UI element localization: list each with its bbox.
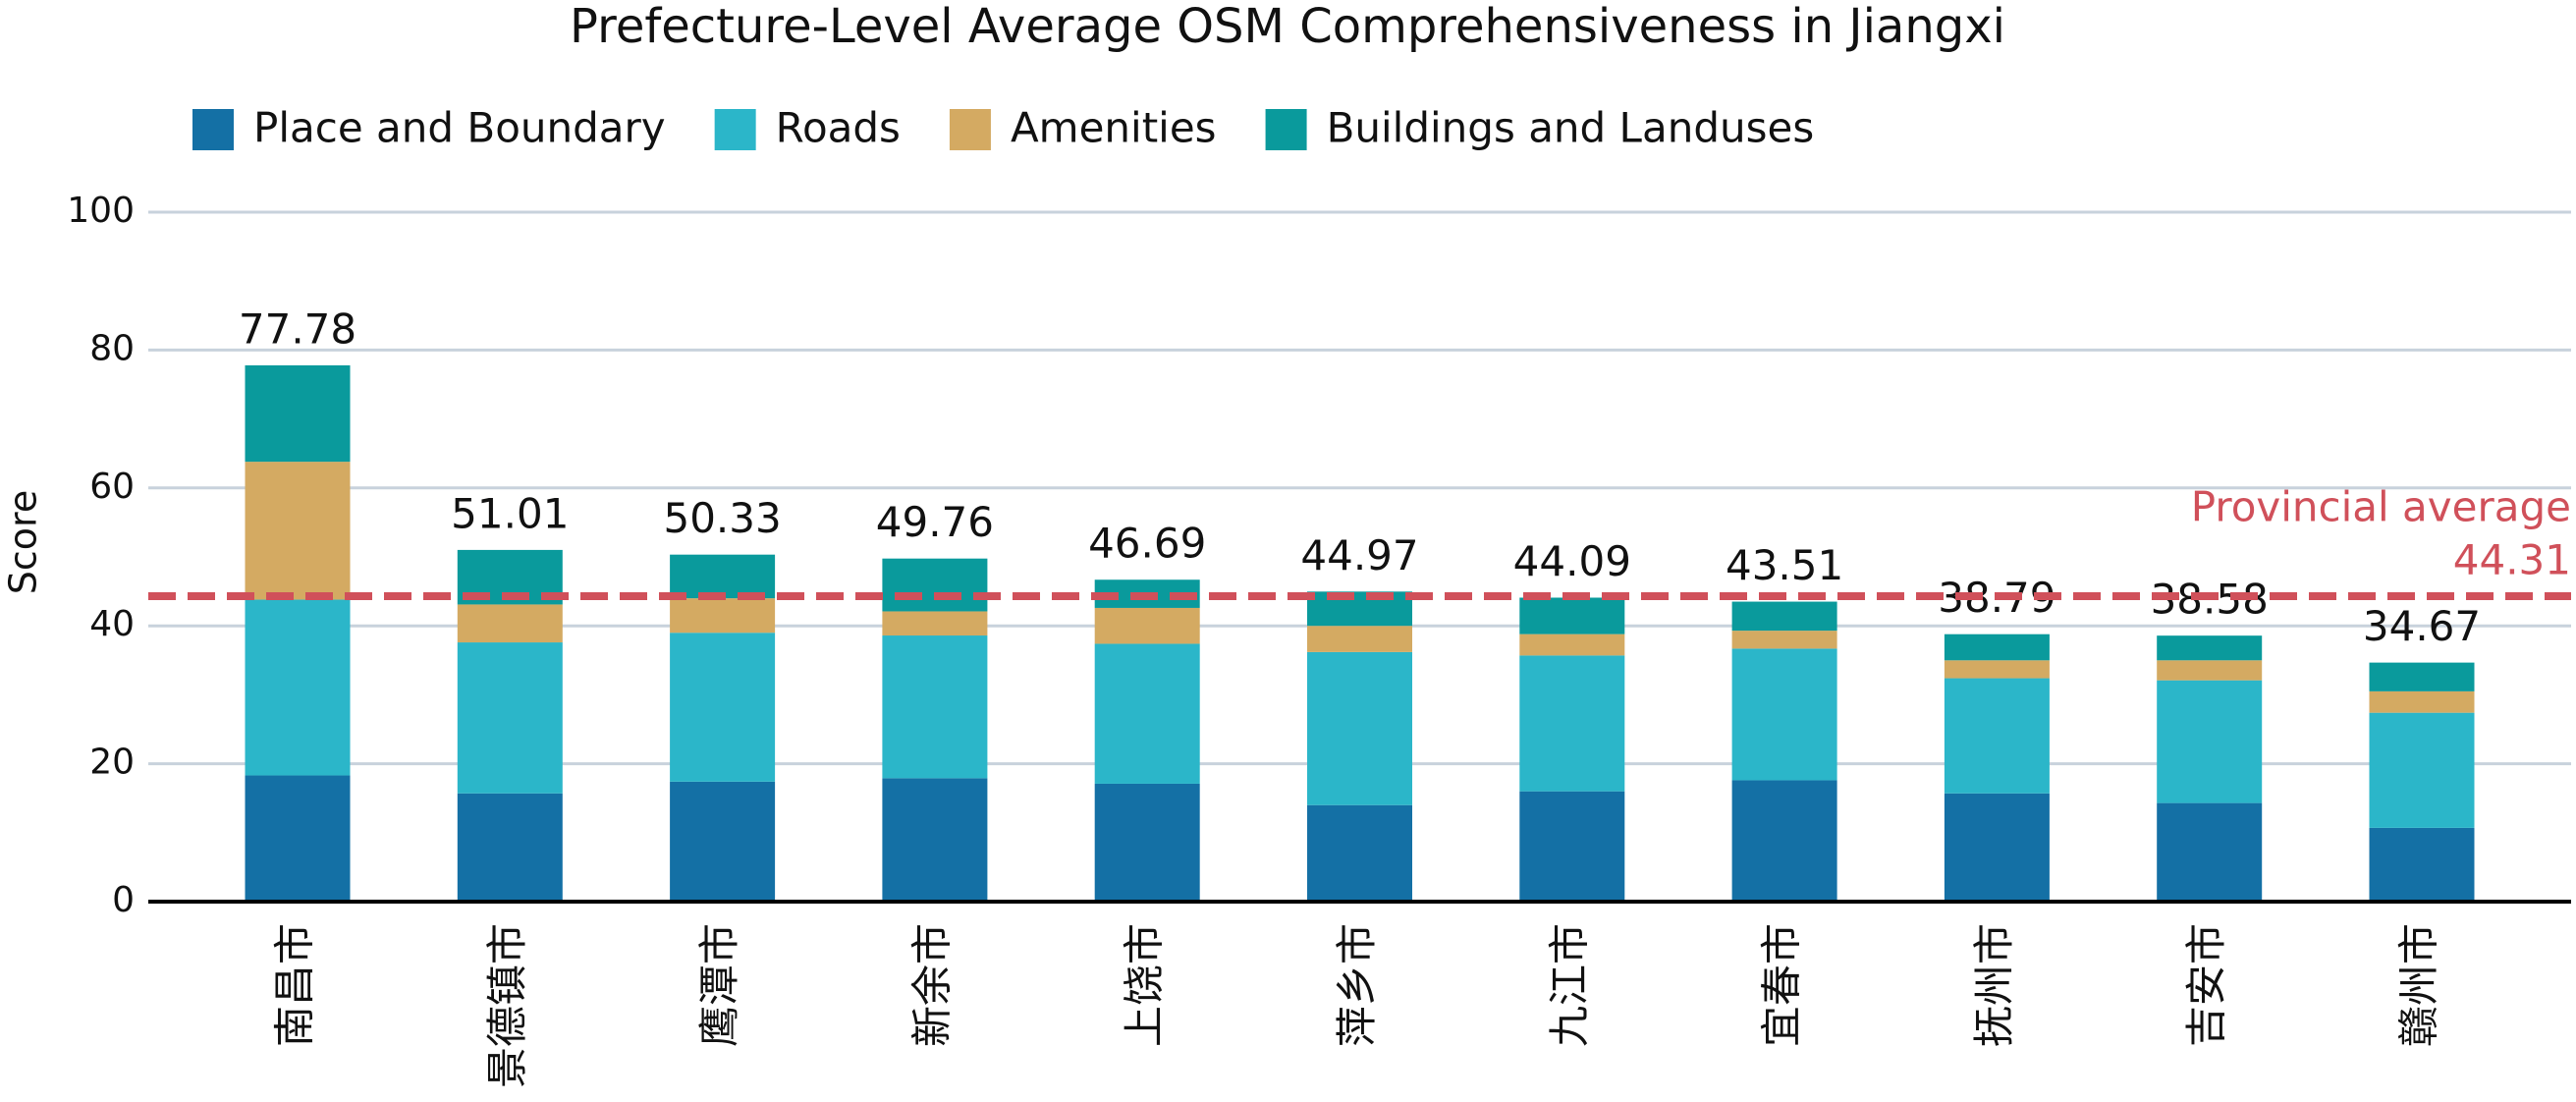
legend-label: Buildings and Landuses [1327,104,1815,152]
bar-segment [2157,660,2263,681]
total-label: 46.69 [1088,520,1206,568]
bar-segment [2157,680,2263,803]
x-tick-label: 萍乡市 [1333,923,1381,1047]
y-tick-label: 40 [89,604,135,644]
bar-segment [245,364,351,463]
bar-segment [1944,793,2050,902]
legend-label: Place and Boundary [253,104,666,152]
x-tick-label: 吉安市 [2182,923,2230,1047]
bar-segment [1944,634,2050,661]
x-tick-label: 鹰潭市 [695,923,743,1047]
bar-segment [1731,780,1837,902]
bar-segment [1519,634,1625,656]
x-tick-label: 新余市 [907,923,956,1047]
total-label: 34.67 [2363,602,2481,650]
x-tick-label: 九江市 [1545,923,1593,1047]
total-label: 77.78 [239,304,356,353]
bar-segment [670,781,776,902]
bar-segment [1519,655,1625,792]
total-label: 49.76 [876,498,994,546]
bar-segment [2369,712,2475,828]
bar-segment [457,793,563,902]
bar-segment [1519,597,1625,634]
y-tick-label: 20 [89,743,135,783]
x-tick-label: 南昌市 [271,923,319,1047]
y-tick-label: 0 [112,880,135,920]
bar-segment [882,558,988,612]
bar-segment [1307,626,1412,652]
bar-segment [1944,660,2050,679]
bar-segment [1307,591,1412,627]
x-tick-label: 抚州市 [1970,923,2018,1047]
bar-segment [1307,651,1412,805]
total-label: 51.01 [451,489,569,537]
legend-swatch [1265,109,1307,150]
reference-label: Provincial average [2191,482,2571,530]
bar-segment [245,462,351,600]
bar-segment [1944,678,2050,794]
total-label: 50.33 [663,494,781,542]
reference-value: 44.31 [2453,535,2571,583]
y-tick-label: 80 [89,328,135,368]
bar-segment [2369,690,2475,713]
bar-segment [1731,648,1837,781]
bar-segment [2369,662,2475,691]
total-label: 44.97 [1300,531,1418,579]
x-tick-label: 上饶市 [1121,923,1169,1047]
bar-segment [882,635,988,779]
legend-label: Roads [776,104,901,152]
x-tick-label: 宜春市 [1758,923,1806,1047]
bar-segment [2157,635,2263,661]
bar-segment [1094,607,1200,644]
bar-segment [2369,827,2475,902]
legend-label: Amenities [1011,104,1217,152]
legend-swatch [192,109,234,150]
bar-segment [670,554,776,599]
bar-segment [1094,643,1200,784]
x-tick-label: 赣州市 [2395,923,2443,1047]
bar-segment [882,611,988,636]
bar-segment [882,778,988,902]
y-tick-label: 60 [89,467,135,507]
bar-segment [1307,804,1412,902]
bar-segment [1731,631,1837,649]
bar-segment [670,598,776,634]
y-axis-label: Score [2,490,45,594]
bar-segment [457,604,563,643]
bar-segment [457,642,563,794]
total-label: 44.09 [1513,537,1631,585]
bar-segment [245,775,351,902]
bar-segment [1731,601,1837,632]
bar-segment [2157,802,2263,902]
y-tick-label: 100 [67,191,135,231]
bar-segment [245,599,351,776]
legend-swatch [714,109,756,150]
bar-segment [1519,791,1625,902]
chart-title: Prefecture-Level Average OSM Comprehensi… [570,0,2005,54]
x-tick-label: 景德镇市 [483,923,531,1088]
legend-swatch [949,109,991,150]
bar-segment [670,633,776,782]
bar-segment [1094,783,1200,902]
total-label: 43.51 [1726,541,1843,589]
